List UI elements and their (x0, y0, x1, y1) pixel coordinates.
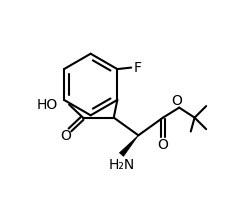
Text: HO: HO (37, 97, 58, 112)
Text: H₂N: H₂N (108, 158, 135, 171)
Text: O: O (158, 138, 168, 152)
Text: F: F (133, 61, 141, 74)
Text: O: O (60, 129, 71, 143)
Text: O: O (171, 94, 182, 108)
Polygon shape (120, 135, 138, 156)
